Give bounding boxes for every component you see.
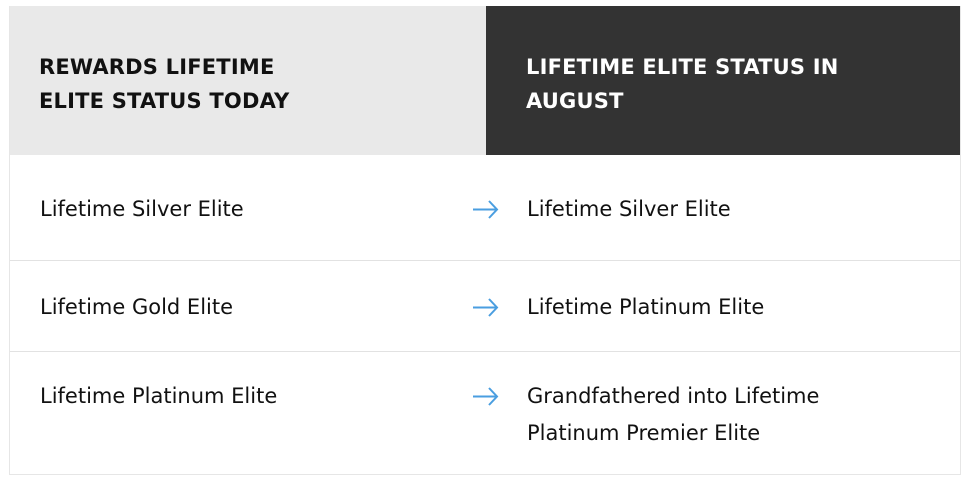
table-row: Lifetime Silver Elite Lifetime Silver El…: [10, 155, 960, 260]
table-row: Lifetime Platinum Elite Grandfathered in…: [10, 351, 960, 476]
status-comparison-table: REWARDS LIFETIME ELITE STATUS TODAY LIFE…: [9, 6, 961, 475]
header-status-today: REWARDS LIFETIME ELITE STATUS TODAY: [10, 6, 486, 155]
table-row: Lifetime Gold Elite Lifetime Platinum El…: [10, 260, 960, 351]
arrow-right-icon: [473, 298, 499, 317]
status-august: Lifetime Silver Elite: [527, 197, 731, 221]
status-august: Lifetime Platinum Elite: [527, 295, 765, 319]
status-today: Lifetime Platinum Elite: [40, 384, 278, 408]
table-header: REWARDS LIFETIME ELITE STATUS TODAY LIFE…: [10, 6, 960, 155]
arrow-right-icon: [473, 387, 499, 406]
arrow-right-icon: [473, 200, 499, 219]
status-august: Grandfathered into Lifetime Platinum Pre…: [527, 384, 820, 445]
status-today: Lifetime Silver Elite: [40, 197, 244, 221]
header-status-august: LIFETIME ELITE STATUS IN AUGUST: [486, 6, 960, 155]
status-today: Lifetime Gold Elite: [40, 295, 234, 319]
